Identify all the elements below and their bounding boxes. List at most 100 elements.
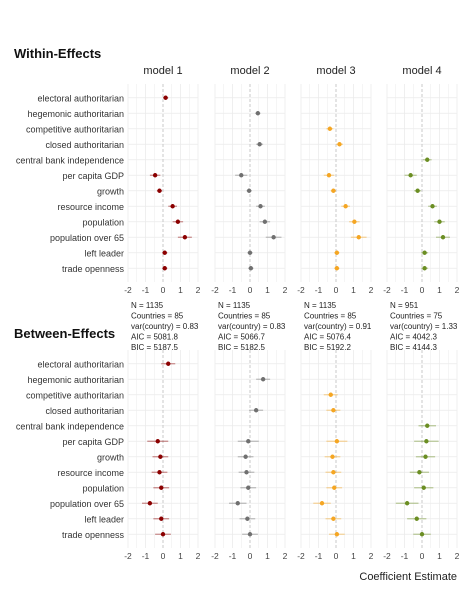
x-tick-label: 1: [437, 285, 442, 295]
variable-label: resource income: [57, 202, 124, 212]
model-fit-statistic: AIC = 4042.3: [390, 333, 437, 342]
x-tick-label: 1: [265, 285, 270, 295]
coefficient-point: [235, 501, 240, 506]
model-label: model 2: [230, 65, 269, 77]
variable-label: left leader: [84, 514, 124, 524]
x-tick-label: -2: [383, 551, 391, 561]
variable-label: hegemonic authoritarian: [27, 375, 124, 385]
coefficient-point: [408, 173, 413, 178]
coefficient-point: [162, 266, 167, 271]
coefficient-point: [404, 501, 410, 506]
variable-label: population: [82, 483, 124, 493]
variable-label: central bank independence: [16, 155, 124, 165]
x-tick-label: -1: [401, 551, 409, 561]
x-tick-label: 1: [178, 285, 183, 295]
model-fit-statistic: Countries = 85: [131, 312, 184, 321]
coefficient-point: [425, 157, 430, 162]
coefficient-point: [334, 439, 340, 444]
coefficient-point: [253, 408, 259, 413]
coefficient-point: [417, 470, 422, 475]
x-tick-label: 2: [196, 551, 201, 561]
coefficient-point: [319, 501, 325, 506]
coefficient-point: [260, 377, 266, 382]
variable-label: electoral authoritarian: [37, 359, 124, 369]
coefficient-point: [352, 219, 357, 224]
coefficient-point: [159, 485, 164, 490]
model-fit-statistic: AIC = 5066.7: [218, 333, 265, 342]
variable-label: central bank independence: [16, 421, 124, 431]
coefficient-point: [158, 454, 163, 459]
model-fit-statistic: N = 1135: [131, 301, 164, 310]
variable-label: electoral authoritarian: [37, 93, 124, 103]
coefficient-point: [334, 532, 340, 537]
x-tick-label: -1: [142, 551, 150, 561]
coefficient-point: [239, 173, 244, 178]
x-tick-label: -1: [142, 285, 150, 295]
x-tick-label: -2: [297, 285, 305, 295]
coefficient-point: [331, 470, 336, 475]
variable-label: competitive authoritarian: [26, 390, 124, 400]
coefficient-point: [160, 532, 166, 537]
coefficient-point: [422, 266, 427, 271]
model-fit-statistic: BIC = 5192.2: [304, 343, 351, 352]
variable-label: competitive authoritarian: [26, 124, 124, 134]
coefficient-point: [262, 219, 268, 224]
coefficient-point: [246, 485, 251, 490]
variable-label: hegemonic authoritarian: [27, 109, 124, 119]
coefficient-point: [247, 532, 253, 537]
x-tick-label: -2: [124, 551, 132, 561]
variable-label: left leader: [84, 248, 124, 258]
coefficient-point: [334, 266, 340, 271]
x-tick-label: 2: [283, 551, 288, 561]
model-fit-statistic: BIC = 5187.5: [131, 343, 178, 352]
coefficient-point: [326, 173, 332, 178]
model-fit-statistic: var(country) = 0.83: [218, 322, 286, 331]
coefficient-point: [422, 250, 427, 255]
x-tick-label: 0: [420, 285, 425, 295]
variable-label: resource income: [57, 468, 124, 478]
x-tick-label: 1: [265, 551, 270, 561]
variable-label: population over 65: [50, 233, 124, 243]
coefficient-point: [166, 361, 171, 366]
coefficient-point: [255, 111, 261, 116]
coefficient-point: [331, 408, 336, 413]
x-tick-label: -2: [211, 285, 219, 295]
coefficient-point: [430, 204, 435, 209]
x-tick-label: 1: [178, 551, 183, 561]
coefficient-point: [182, 235, 188, 240]
coefficient-point: [152, 173, 158, 178]
variable-label: per capita GDP: [62, 437, 124, 447]
coefficient-point: [159, 516, 164, 521]
coefficient-point: [332, 485, 337, 490]
x-tick-label: -1: [401, 285, 409, 295]
x-tick-label: 2: [196, 285, 201, 295]
x-tick-label: 1: [437, 551, 442, 561]
coefficient-point: [244, 470, 249, 475]
x-axis-title: Coefficient Estimate: [359, 571, 457, 583]
model-fit-statistic: N = 951: [390, 301, 419, 310]
model-fit-statistic: AIC = 5076.4: [304, 333, 351, 342]
coefficient-point: [157, 188, 162, 193]
x-tick-label: -1: [315, 285, 323, 295]
coefficient-point: [162, 250, 167, 255]
model-fit-statistic: BIC = 4144.3: [390, 343, 437, 352]
model-fit-statistic: Countries = 75: [390, 312, 443, 321]
coefficient-point: [327, 126, 333, 131]
coefficient-point: [421, 485, 426, 490]
x-tick-label: -2: [383, 285, 391, 295]
coefficient-point: [415, 188, 420, 193]
x-tick-label: 0: [334, 551, 339, 561]
x-tick-label: 0: [420, 551, 425, 561]
model-fit-statistic: AIC = 5081.8: [131, 333, 178, 342]
coefficient-point: [271, 235, 276, 240]
x-tick-label: 2: [369, 285, 374, 295]
variable-label: trade openness: [62, 264, 125, 274]
x-tick-label: 0: [248, 551, 253, 561]
coefficient-point: [331, 516, 336, 521]
model-fit-statistic: var(country) = 0.83: [131, 322, 199, 331]
coefficient-point: [414, 516, 419, 521]
panel-title: Between-Effects: [14, 326, 115, 341]
x-tick-label: 2: [369, 551, 374, 561]
coefficient-point: [246, 188, 252, 193]
